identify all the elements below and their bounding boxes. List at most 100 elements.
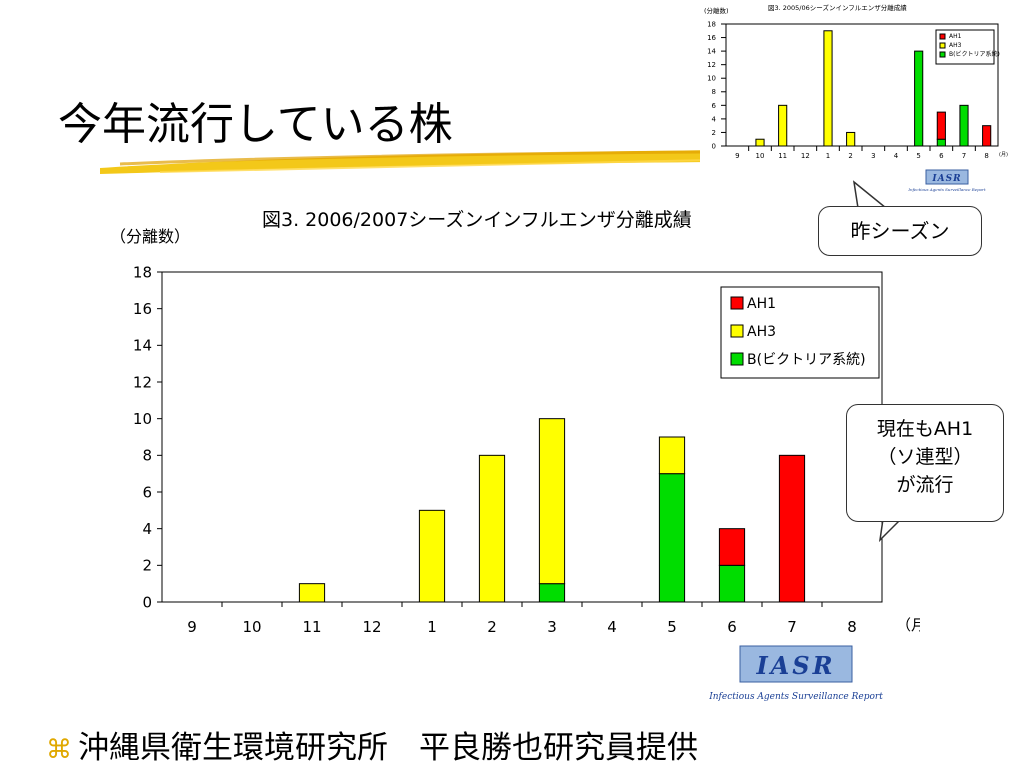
- mini-iasr-logo-box: [925, 169, 969, 185]
- mini-legend-label: B(ビクトリア系統): [949, 50, 1000, 58]
- main-x-tick-label: 2: [487, 618, 497, 636]
- mini-y-tick-label: 0: [712, 142, 716, 150]
- main-x-tick-label: 4: [607, 618, 617, 636]
- mini-x-tick-label: 4: [894, 152, 899, 160]
- mini-x-axis-label: (月): [999, 152, 1008, 158]
- mini-bar-segment: [778, 104, 788, 147]
- mini-iasr-logo-text: IASR: [931, 174, 961, 184]
- main-legend-swatch: [730, 324, 744, 338]
- main-bar-segment: [778, 454, 806, 603]
- main-x-tick-label: 12: [362, 618, 381, 636]
- mini-y-tick-label: 10: [707, 75, 716, 83]
- main-legend: [720, 286, 880, 379]
- main-bar-segment: [718, 564, 746, 603]
- footer-bullet-icon: ⌘: [46, 735, 72, 765]
- mini-x-tick-label: 9: [735, 152, 739, 160]
- main-x-tick-label: 9: [187, 618, 197, 636]
- callout-line-3: が流行: [896, 474, 954, 496]
- main-x-tick-label: 5: [667, 618, 677, 636]
- previous-season-chart: 図3. 2005/06シーズンインフルエンザ分離成績(分離数)024681012…: [700, 0, 1024, 200]
- main-x-axis-label: （月）: [896, 616, 920, 634]
- main-legend-swatch: [730, 352, 744, 366]
- callout-line-2: （ソ連型）: [877, 446, 973, 468]
- mini-legend-swatch: [939, 33, 946, 40]
- main-bar-segment: [418, 509, 446, 603]
- mini-x-tick-label: 8: [984, 152, 988, 160]
- main-x-tick-label: 3: [547, 618, 557, 636]
- mini-bar-segment: [936, 138, 946, 147]
- main-bar-chart: 図3. 2006/2007シーズンインフルエンザ分離成績 （分離数） 0 2 4 6 8 10…: [110, 209, 920, 702]
- main-chart-title: 図3. 2006/2007シーズンインフルエンザ分離成績: [262, 209, 692, 231]
- mini-x-tick-label: 2: [848, 152, 852, 160]
- mini-y-tick-label: 2: [712, 129, 716, 137]
- mini-x-tick-label: 1: [826, 152, 830, 160]
- mini-x-tick-label: 5: [916, 152, 920, 160]
- main-x-tick-label: 6: [727, 618, 737, 636]
- main-iasr-logo-box: [739, 645, 853, 683]
- mini-bar-segment: [959, 104, 969, 147]
- mini-y-tick-label: 6: [712, 102, 717, 110]
- main-bar-segment: [718, 528, 746, 566]
- mini-legend-swatch: [939, 42, 946, 49]
- main-y-tick-label: 18: [133, 263, 152, 281]
- main-y-tick-label: 0: [142, 593, 152, 611]
- mini-x-tick-label: 7: [962, 152, 966, 160]
- mini-legend-label: AH3: [949, 42, 962, 49]
- main-legend-label: B(ビクトリア系統): [747, 352, 866, 368]
- main-x-tick-label: 1: [427, 618, 437, 636]
- mini-bar-segment: [982, 125, 992, 147]
- mini-bar-segment: [823, 30, 833, 147]
- mini-bar-segment: [914, 50, 924, 147]
- mini-y-tick-label: 4: [712, 115, 717, 123]
- main-iasr-logo-text: IASR: [755, 651, 835, 680]
- mini-bar-segment: [846, 131, 856, 147]
- mini-x-tick-label: 11: [778, 152, 787, 160]
- main-bar-segment: [538, 418, 566, 585]
- mini-y-tick-label: 16: [707, 34, 716, 42]
- mini-y-tick-label: 8: [712, 88, 716, 96]
- main-x-tick-label: 8: [847, 618, 857, 636]
- footer-text: 沖縄県衛生環境研究所 平良勝也研究員提供: [78, 730, 698, 766]
- callout-previous-season: 昨シーズン: [818, 206, 982, 256]
- main-bar-segment: [658, 473, 686, 603]
- main-iasr-logo-subtitle: Infectious Agents Surveillance Report: [708, 692, 883, 702]
- mini-bar-segment: [755, 138, 765, 147]
- main-y-tick-label: 4: [142, 520, 152, 538]
- slide-title: 今年流行している株: [58, 99, 453, 150]
- main-y-axis-label: （分離数）: [110, 227, 190, 246]
- main-x-tick-label: 10: [242, 618, 261, 636]
- main-y-tick-label: 12: [133, 373, 152, 391]
- title-underline-brush: [100, 150, 720, 174]
- main-bar-segment: [658, 436, 686, 475]
- main-x-tick-label: 7: [787, 618, 797, 636]
- main-y-tick-label: 10: [133, 410, 152, 428]
- mini-x-tick-label: 6: [939, 152, 944, 160]
- main-y-tick-label: 2: [142, 557, 152, 575]
- footer-credit: ⌘ 沖縄県衛生環境研究所 平良勝也研究員提供: [46, 722, 698, 767]
- mini-bar-segment: [936, 111, 946, 140]
- main-x-tick-label: 11: [302, 618, 321, 636]
- main-bar-segment: [538, 583, 566, 603]
- mini-x-tick-label: 12: [801, 152, 810, 160]
- mini-chart-title: 図3. 2005/06シーズンインフルエンザ分離成績: [768, 3, 907, 12]
- main-y-tick-label: 14: [133, 337, 152, 355]
- mini-x-tick-label: 10: [756, 152, 765, 160]
- main-y-tick-label: 6: [142, 483, 152, 501]
- mini-iasr-logo-subtitle: Infectious Agents Surveillance Report: [907, 187, 986, 192]
- mini-x-tick-label: 3: [871, 152, 875, 160]
- main-legend-swatch: [730, 296, 744, 310]
- mini-legend-label: AH1: [949, 33, 962, 40]
- mini-y-tick-label: 14: [707, 48, 716, 56]
- main-bar-segment: [478, 454, 506, 603]
- callout-line-1: 現在もAH1: [876, 418, 974, 440]
- mini-legend-swatch: [939, 51, 946, 58]
- main-y-tick-label: 16: [133, 300, 152, 318]
- main-legend-label: AH1: [747, 296, 776, 312]
- mini-legend: [935, 29, 995, 65]
- mini-y-tick-label: 12: [707, 61, 716, 69]
- mini-y-axis-label: (分離数): [704, 6, 729, 15]
- callout-current-ah1: 現在もAH1 （ソ連型） が流行: [846, 404, 1004, 522]
- main-y-tick-label: 8: [142, 447, 152, 465]
- main-legend-label: AH3: [747, 324, 776, 340]
- main-bar-segment: [298, 583, 326, 603]
